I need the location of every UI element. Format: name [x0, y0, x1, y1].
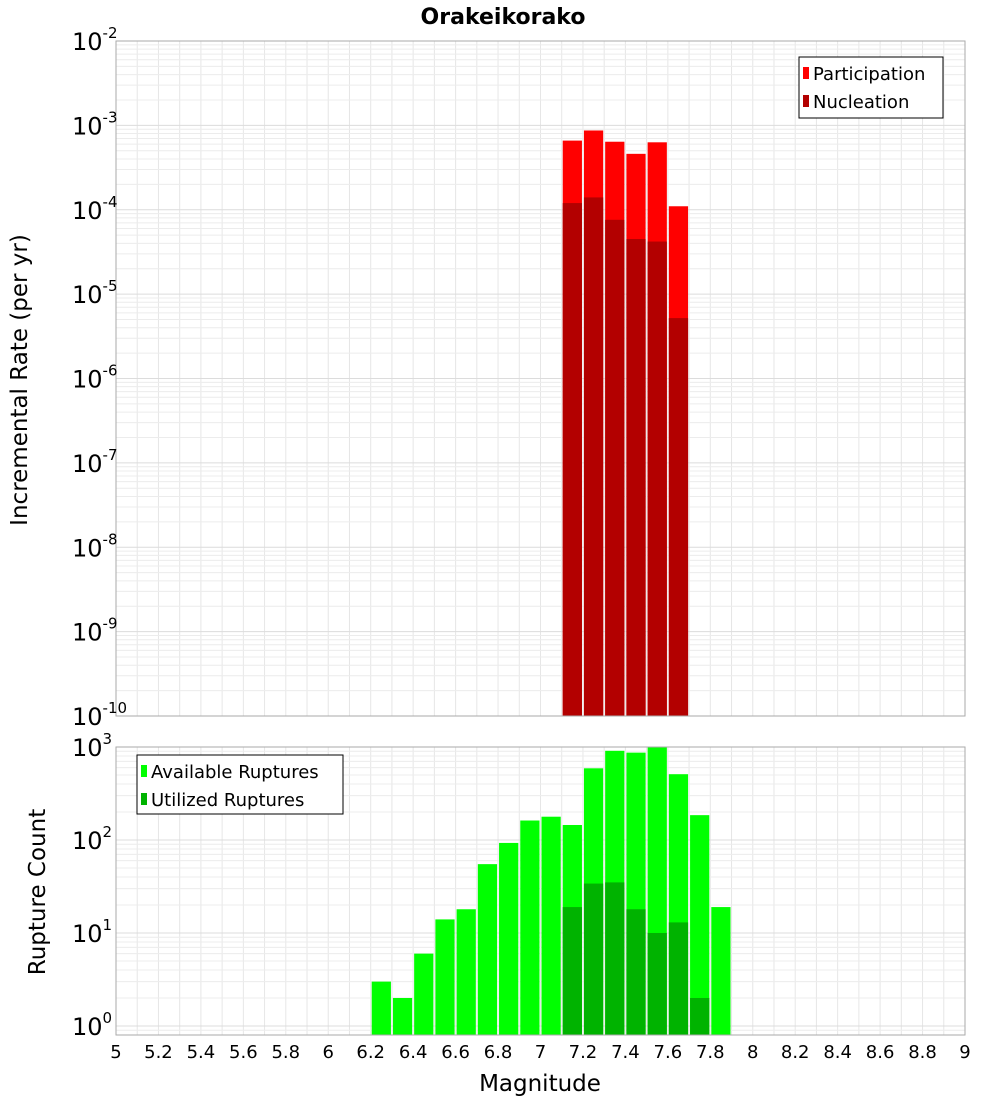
nucleation-bar: [562, 203, 582, 716]
x-tick-label: 6.2: [356, 1042, 385, 1063]
y-tick-label: 10-6: [72, 362, 118, 394]
y-tick-label: 10-10: [72, 699, 127, 731]
utilized-ruptures-bar: [647, 932, 667, 1035]
plot-frame: [115, 746, 966, 1036]
bottom-y-axis-label: Rupture Count: [25, 809, 51, 975]
nucleation-bar: [668, 318, 689, 716]
available-ruptures-bar: [392, 997, 413, 1035]
legend-swatch: [141, 793, 147, 805]
legend-label: Available Ruptures: [151, 762, 319, 783]
x-tick-label: 8.8: [908, 1042, 937, 1063]
nucleation-bar: [626, 239, 646, 716]
y-tick-label: 10-7: [72, 446, 118, 478]
nucleation-bar: [647, 241, 667, 717]
x-tick-label: 7.2: [569, 1042, 598, 1063]
utilized-ruptures-bar: [562, 907, 582, 1035]
y-tick-label: 10-9: [72, 615, 118, 647]
available-ruptures-bar: [690, 815, 710, 1035]
legend-box: [136, 754, 344, 815]
x-tick-label: 9: [959, 1042, 970, 1063]
utilized-ruptures-bar: [690, 997, 710, 1035]
legend-swatch: [141, 765, 147, 777]
legend: Available Ruptures Utilized Ruptures: [136, 754, 344, 815]
legend-swatch: [803, 67, 809, 79]
x-tick-label: 6.6: [441, 1042, 470, 1063]
available-ruptures-bar: [499, 842, 519, 1035]
available-ruptures-bar: [435, 919, 455, 1035]
x-tick-label: 7.4: [611, 1042, 640, 1063]
bottom-panel: 100 101 102 103 Available Ruptures Utilized R…: [72, 730, 966, 1041]
nucleation-bar: [605, 219, 625, 717]
utilized-ruptures-bar: [668, 922, 689, 1035]
y-tick-label: 10-2: [72, 24, 118, 56]
x-tick-label: 5.2: [144, 1042, 173, 1063]
top-y-axis-label: Incremental Rate (per yr): [7, 234, 33, 526]
y-tick-label: 10-8: [72, 530, 118, 562]
legend-swatch: [803, 95, 809, 107]
available-ruptures-bar: [520, 820, 540, 1035]
x-tick-label: 6.8: [484, 1042, 513, 1063]
x-tick-label: 7: [535, 1042, 546, 1063]
y-tick-label: 10-5: [72, 277, 118, 309]
top-panel: 10-10 10-9 10-8 10-7 10-6 10-5 10-4 10-3 10-2 Par…: [72, 24, 966, 731]
y-tick-label: 101: [72, 916, 112, 948]
x-tick-label: 6: [323, 1042, 334, 1063]
legend-label: Participation: [813, 64, 925, 85]
y-tick-label: 10-3: [72, 108, 118, 140]
x-tick-label: 5.6: [229, 1042, 258, 1063]
x-tick-label: 8.2: [781, 1042, 810, 1063]
y-tick-label: 102: [72, 823, 112, 855]
legend-box: [798, 56, 944, 119]
legend: Participation Nucleation: [798, 56, 944, 119]
nucleation-bar: [583, 197, 604, 717]
x-tick-label: 8.4: [823, 1042, 852, 1063]
x-tick-label: 8.6: [866, 1042, 895, 1063]
available-ruptures-bar: [541, 816, 561, 1035]
utilized-ruptures-bar: [583, 883, 604, 1035]
x-tick-label: 6.4: [399, 1042, 428, 1063]
y-tick-label: 100: [72, 1009, 112, 1041]
x-tick-label: 8: [747, 1042, 758, 1063]
available-ruptures-bar: [414, 953, 434, 1035]
y-tick-label: 10-4: [72, 193, 118, 225]
plot-frame: [115, 40, 966, 717]
utilized-ruptures-bar: [605, 882, 625, 1035]
available-ruptures-bar: [477, 864, 498, 1035]
utilized-ruptures-bar: [626, 909, 646, 1035]
legend-label: Utilized Ruptures: [151, 790, 304, 811]
x-tick-label: 7.6: [654, 1042, 683, 1063]
x-tick-label: 7.8: [696, 1042, 725, 1063]
x-tick-label: 5: [110, 1042, 121, 1063]
legend-label: Nucleation: [813, 92, 909, 113]
x-tick-label: 5.8: [271, 1042, 300, 1063]
x-axis-label: Magnitude: [479, 1071, 601, 1097]
chart-title: Orakeikorako: [421, 5, 586, 30]
available-ruptures-bar: [371, 981, 391, 1035]
y-tick-label: 103: [72, 730, 112, 762]
available-ruptures-bar: [456, 909, 476, 1035]
available-ruptures-bar: [711, 907, 731, 1035]
x-tick-label: 5.4: [187, 1042, 216, 1063]
